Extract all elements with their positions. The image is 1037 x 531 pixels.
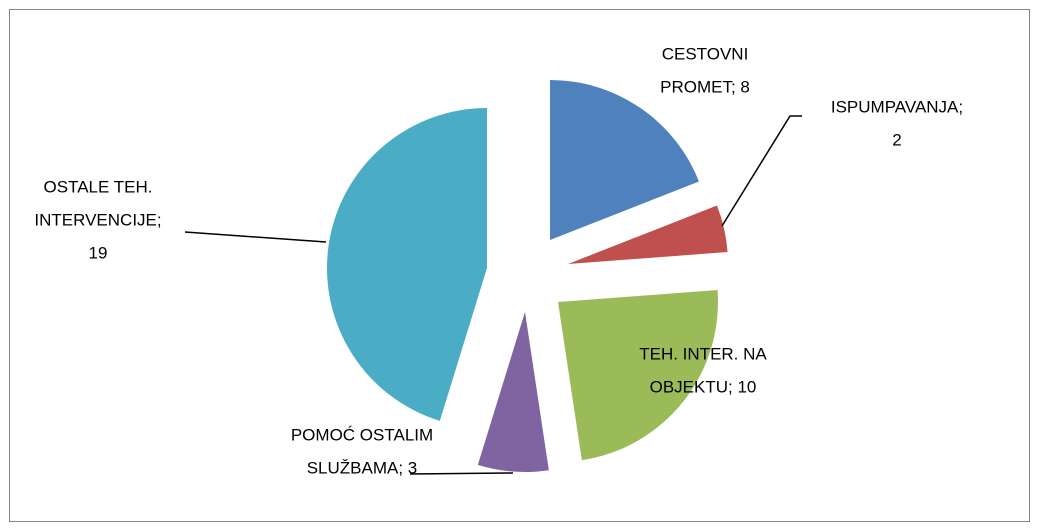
data-label: ISPUMPAVANJA; — [831, 97, 963, 116]
pie-slice — [477, 312, 549, 472]
data-label: 19 — [89, 243, 108, 262]
pie — [326, 80, 728, 472]
leader-line — [721, 115, 802, 227]
data-label: OSTALE TEH. — [44, 177, 153, 196]
pie-slice — [550, 80, 699, 240]
labels: CESTOVNI PROMET; 8 ISPUMPAVANJA; 2 TEH. INTE… — [34, 44, 963, 477]
leader-line — [409, 472, 514, 475]
pie-slice — [326, 108, 487, 421]
pie-slice — [558, 290, 719, 461]
data-label: 2 — [892, 130, 901, 149]
data-label: TEH. INTER. NA — [639, 344, 767, 363]
data-label: INTERVENCIJE; — [34, 210, 161, 229]
data-label: CESTOVNI — [662, 44, 749, 63]
leader-line — [184, 231, 327, 243]
data-label: SLUŽBAMA; 3 — [307, 458, 418, 477]
data-label: OBJEKTU; 10 — [650, 377, 757, 396]
pie-slice — [568, 205, 728, 264]
data-label: POMOĆ OSTALIM — [291, 425, 433, 444]
data-label: PROMET; 8 — [660, 77, 750, 96]
